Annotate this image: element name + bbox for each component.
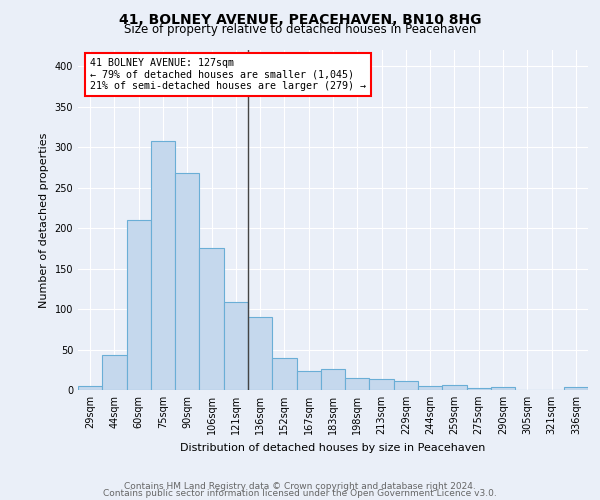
Text: Size of property relative to detached houses in Peacehaven: Size of property relative to detached ho… [124, 22, 476, 36]
Bar [175, 173, 199, 390]
Bar [224, 302, 248, 390]
Y-axis label: Number of detached properties: Number of detached properties [39, 132, 49, 308]
Bar [272, 358, 296, 390]
Bar [127, 220, 151, 390]
Bar [394, 381, 418, 390]
Bar [564, 387, 588, 390]
X-axis label: Distribution of detached houses by size in Peacehaven: Distribution of detached houses by size … [181, 442, 485, 452]
Bar [467, 388, 491, 390]
Bar [248, 317, 272, 390]
Bar [370, 378, 394, 390]
Bar [78, 386, 102, 390]
Bar [102, 355, 127, 390]
Text: Contains HM Land Registry data © Crown copyright and database right 2024.: Contains HM Land Registry data © Crown c… [124, 482, 476, 491]
Bar [418, 386, 442, 390]
Bar [199, 248, 224, 390]
Text: 41, BOLNEY AVENUE, PEACEHAVEN, BN10 8HG: 41, BOLNEY AVENUE, PEACEHAVEN, BN10 8HG [119, 12, 481, 26]
Bar [442, 385, 467, 390]
Text: Contains public sector information licensed under the Open Government Licence v3: Contains public sector information licen… [103, 489, 497, 498]
Bar [345, 378, 370, 390]
Bar [321, 369, 345, 390]
Bar [296, 370, 321, 390]
Bar [491, 387, 515, 390]
Text: 41 BOLNEY AVENUE: 127sqm
← 79% of detached houses are smaller (1,045)
21% of sem: 41 BOLNEY AVENUE: 127sqm ← 79% of detach… [90, 58, 366, 92]
Bar [151, 140, 175, 390]
